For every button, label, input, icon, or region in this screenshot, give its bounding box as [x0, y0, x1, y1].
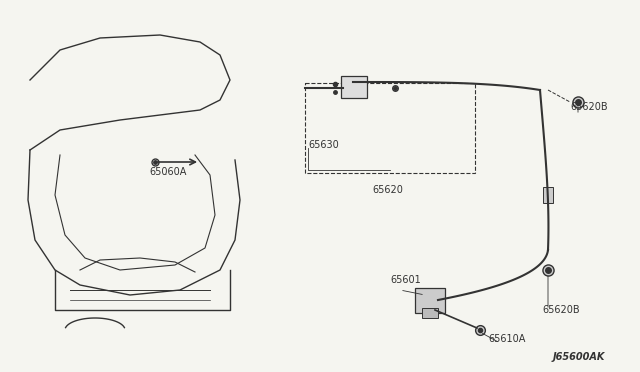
- Text: 65601: 65601: [390, 275, 420, 285]
- Bar: [305, 83, 475, 173]
- Text: 65620B: 65620B: [542, 305, 580, 315]
- Text: 65060A: 65060A: [149, 167, 187, 177]
- Text: 65620B: 65620B: [570, 102, 607, 112]
- Text: 175: 175: [165, 174, 168, 175]
- Text: 65630: 65630: [308, 140, 339, 150]
- Text: 65620: 65620: [372, 185, 403, 195]
- Text: 65610A: 65610A: [488, 334, 525, 344]
- Bar: [341, 76, 367, 98]
- Bar: [415, 288, 445, 313]
- Bar: [422, 308, 438, 318]
- Text: J65600AK: J65600AK: [552, 352, 605, 362]
- Bar: [543, 187, 553, 203]
